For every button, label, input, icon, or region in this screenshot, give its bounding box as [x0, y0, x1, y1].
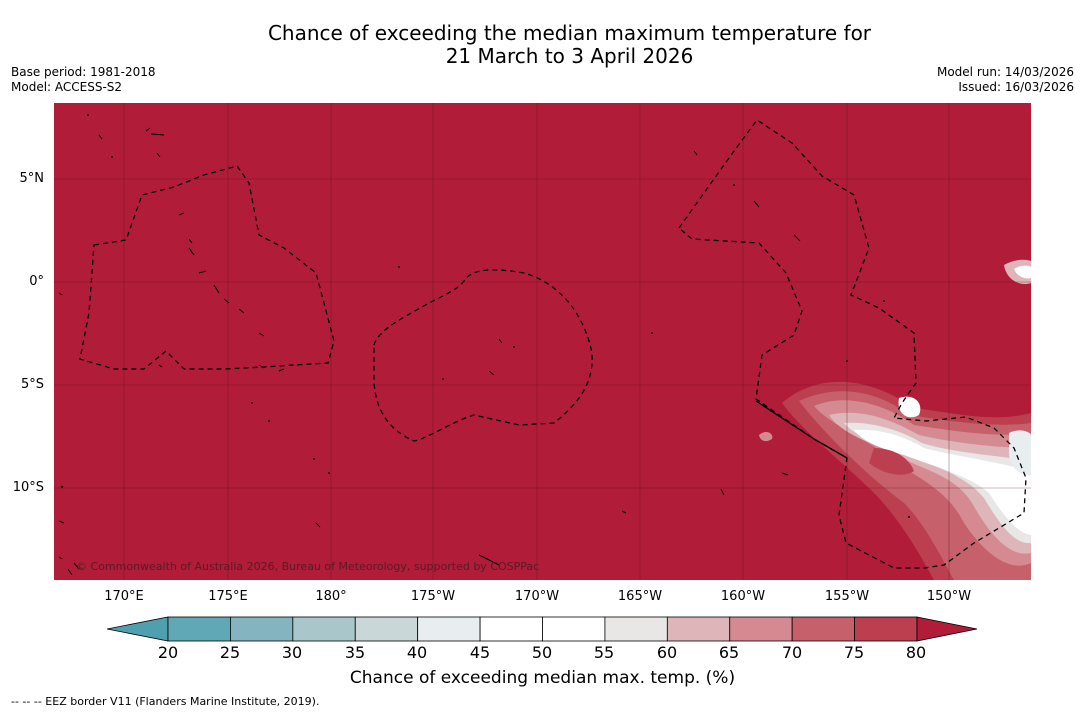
- title-line-1: Chance of exceeding the median maximum t…: [267, 21, 872, 45]
- x-tick-155w: 155°W: [824, 589, 870, 604]
- map-title: Chance of exceeding the median maximum t…: [0, 22, 1085, 68]
- x-tick-175w: 175°W: [410, 589, 456, 604]
- base-period: Base period: 1981-2018: [11, 65, 156, 79]
- x-tick-175e: 175°E: [208, 589, 248, 604]
- issued-date: Issued: 16/03/2026: [958, 80, 1074, 94]
- map-plot: © Commonwealth of Australia 2026, Bureau…: [54, 103, 1031, 580]
- colorbar-segment-45-50: [479, 616, 543, 642]
- eez-border-tuvalu: [79, 165, 335, 370]
- colorbar-segment-35-40: [354, 616, 419, 642]
- meta-left: Base period: 1981-2018 Model: ACCESS-S2: [11, 65, 156, 95]
- colorbar: [107, 616, 978, 642]
- colorbar-label-25: 25: [219, 643, 241, 662]
- probability-contours: [759, 259, 1031, 580]
- colorbar-segment-20-25: [167, 616, 231, 642]
- colorbar-high-extension: [916, 616, 978, 642]
- colorbar-label-35: 35: [344, 643, 366, 662]
- y-tick-5s: 5°S: [20, 377, 44, 392]
- eez-border-line-islands: [678, 119, 1027, 569]
- colorbar-segment-40-45: [417, 616, 481, 642]
- colorbar-low-extension: [107, 616, 169, 642]
- y-tick-10s: 10°S: [12, 480, 44, 495]
- colorbar-label-50: 50: [531, 643, 553, 662]
- colorbar-title: Chance of exceeding median max. temp. (%…: [349, 668, 736, 688]
- colorbar-segment-30-35: [292, 616, 356, 642]
- model-run: Model run: 14/03/2026: [936, 65, 1074, 79]
- colorbar-label-20: 20: [157, 643, 179, 662]
- colorbar-segment-70-75: [791, 616, 855, 642]
- colorbar-segment-75-80: [854, 616, 918, 642]
- x-tick-170w: 170°W: [514, 589, 560, 604]
- colorbar-segment-50-55: [542, 616, 606, 642]
- x-tick-160w: 160°W: [720, 589, 766, 604]
- colorbar-label-40: 40: [406, 643, 428, 662]
- gridlines: [54, 103, 1031, 580]
- colorbar-segment-65-70: [729, 616, 793, 642]
- colorbar-label-75: 75: [843, 643, 865, 662]
- colorbar-segment-60-65: [666, 616, 731, 642]
- model-name: Model: ACCESS-S2: [11, 80, 123, 94]
- colorbar-label-45: 45: [469, 643, 491, 662]
- eez-border-solid: [755, 400, 848, 459]
- colorbar-label-55: 55: [593, 643, 615, 662]
- copyright-notice: © Commonwealth of Australia 2026, Bureau…: [76, 560, 539, 573]
- islands: [58, 127, 801, 576]
- x-tick-170e: 170°E: [104, 589, 144, 604]
- colorbar-label-70: 70: [781, 643, 803, 662]
- colorbar-label-80: 80: [905, 643, 927, 662]
- y-tick-0: 0°: [29, 274, 44, 289]
- title-line-2: 21 March to 3 April 2026: [445, 44, 694, 68]
- map-background: [54, 103, 1031, 580]
- y-tick-5n: 5°N: [19, 171, 45, 186]
- meta-right: Model run: 14/03/2026 Issued: 16/03/2026: [937, 65, 1074, 95]
- colorbar-segment-25-30: [230, 616, 294, 642]
- x-tick-165w: 165°W: [617, 589, 663, 604]
- colorbar-segment-55-60: [604, 616, 668, 642]
- eez-borders: [79, 119, 1027, 569]
- colorbar-label-30: 30: [281, 643, 303, 662]
- eez-border-kiribati-phoenix: [373, 269, 593, 442]
- island-dots: [60, 114, 910, 518]
- x-tick-150w: 150°W: [926, 589, 972, 604]
- colorbar-label-65: 65: [718, 643, 740, 662]
- colorbar-label-60: 60: [656, 643, 678, 662]
- eez-legend: -- -- -- EEZ border V11 (Flanders Marine…: [11, 695, 320, 708]
- colorbar-segments: [167, 616, 918, 642]
- x-tick-180: 180°: [315, 589, 347, 604]
